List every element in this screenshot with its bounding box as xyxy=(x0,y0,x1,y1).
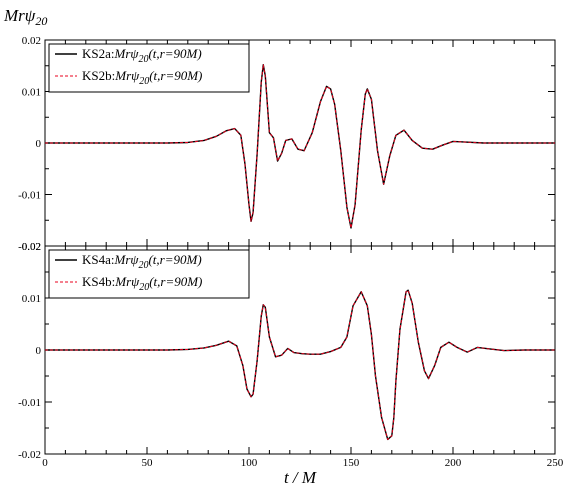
series-line-b xyxy=(45,289,555,440)
y-tick-label: 0.02 xyxy=(22,241,41,253)
legend-entry: KS2a:Mrψ20(t,r=90M) xyxy=(82,46,202,65)
x-tick-label: 200 xyxy=(445,457,462,469)
legend-entry: KS2b:Mrψ20(t,r=90M) xyxy=(82,68,202,87)
y-tick-label: -0.02 xyxy=(18,241,41,253)
y-tick-label: 0.01 xyxy=(22,293,41,305)
x-tick-label: 100 xyxy=(241,457,258,469)
y-tick-label: -0.01 xyxy=(18,190,41,202)
legend: KS4a:Mrψ20(t,r=90M) KS4b:Mrψ20(t,r=90M) xyxy=(48,249,250,299)
legend-box xyxy=(48,249,250,299)
x-tick-label: 0 xyxy=(42,457,48,469)
legend-box xyxy=(48,43,250,93)
y-tick-label: -0.02 xyxy=(18,449,41,461)
bottom-panel: -0.02 -0.01 0 0.01 0.02 0 50 100 150 200 250 KS4a:M… xyxy=(18,241,564,469)
y-axis-label: Mrψ20 xyxy=(3,6,47,28)
x-tick-label: 250 xyxy=(547,457,564,469)
legend-entry: KS4b:Mrψ20(t,r=90M) xyxy=(82,274,202,293)
top-panel: -0.02-0.0100.010.02KS2a:Mrψ20(t,r=90M)KS… xyxy=(18,35,556,253)
x-tick-label: 50 xyxy=(142,457,154,469)
legend: KS2a:Mrψ20(t,r=90M) KS2b:Mrψ20(t,r=90M) xyxy=(48,43,250,93)
y-tick-label: 0.01 xyxy=(22,87,41,99)
series-line-b xyxy=(45,64,555,229)
legend-entry: KS4a:Mrψ20(t,r=90M) xyxy=(82,252,202,271)
y-tick-label: -0.01 xyxy=(18,397,41,409)
y-tick-label: 0.02 xyxy=(22,35,41,47)
y-tick-label: 0 xyxy=(36,138,42,150)
x-tick-label: 150 xyxy=(343,457,360,469)
y-tick-label: 0 xyxy=(36,345,42,357)
x-axis-label: t / M xyxy=(284,468,317,487)
